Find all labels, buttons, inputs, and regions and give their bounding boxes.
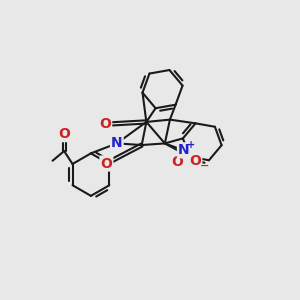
Text: O: O [171,155,183,169]
Text: −: − [200,160,209,170]
Text: O: O [100,157,112,170]
Text: O: O [58,127,70,141]
Text: O: O [189,154,201,168]
Text: N: N [111,136,123,150]
Text: O: O [99,117,111,131]
Text: +: + [187,140,196,150]
Text: N: N [178,143,190,157]
